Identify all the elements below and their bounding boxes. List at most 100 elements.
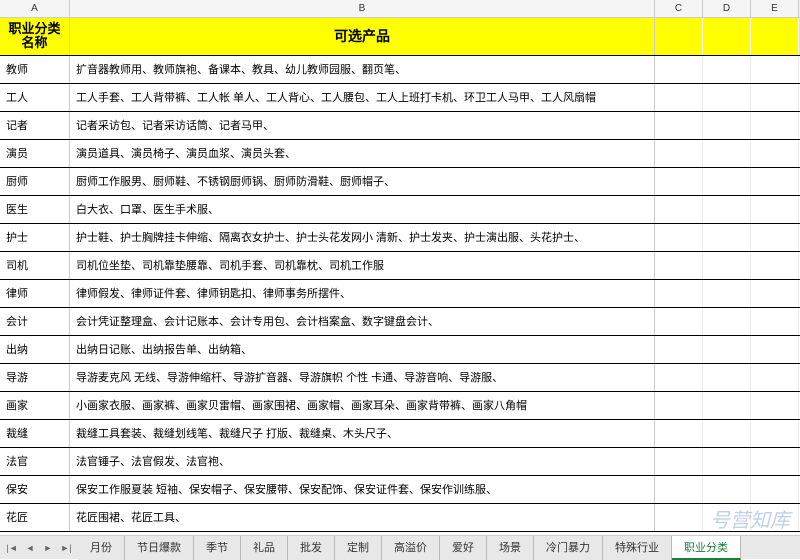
empty-cell[interactable] [655, 140, 703, 167]
category-cell[interactable]: 医生 [0, 196, 70, 223]
sheet-tab[interactable]: 职业分类 [672, 536, 741, 560]
category-cell[interactable]: 记者 [0, 112, 70, 139]
products-cell[interactable]: 司机位坐垫、司机靠垫腰靠、司机手套、司机靠枕、司机工作服 [70, 252, 655, 279]
tab-last-icon[interactable]: ►| [58, 540, 74, 556]
empty-cell[interactable] [751, 168, 799, 195]
empty-cell[interactable] [751, 420, 799, 447]
col-header-c[interactable]: C [655, 0, 703, 17]
empty-cell[interactable] [655, 392, 703, 419]
empty-cell[interactable] [751, 448, 799, 475]
header-category[interactable]: 职业分类名称 [0, 18, 70, 55]
col-header-e[interactable]: E [751, 0, 799, 17]
col-header-a[interactable]: A [0, 0, 70, 17]
empty-cell[interactable] [655, 18, 703, 55]
sheet-tab[interactable]: 批发 [288, 536, 335, 560]
empty-cell[interactable] [703, 420, 751, 447]
category-cell[interactable]: 会计 [0, 308, 70, 335]
category-cell[interactable]: 保安 [0, 476, 70, 503]
sheet-tab[interactable]: 季节 [194, 536, 241, 560]
sheet-tab[interactable]: 爱好 [440, 536, 487, 560]
category-cell[interactable]: 演员 [0, 140, 70, 167]
empty-cell[interactable] [703, 448, 751, 475]
empty-cell[interactable] [751, 392, 799, 419]
category-cell[interactable]: 工人 [0, 84, 70, 111]
empty-cell[interactable] [703, 336, 751, 363]
products-cell[interactable]: 出纳日记账、出纳报告单、出纳箱、 [70, 336, 655, 363]
category-cell[interactable]: 画家 [0, 392, 70, 419]
empty-cell[interactable] [703, 196, 751, 223]
category-cell[interactable]: 司机 [0, 252, 70, 279]
tab-prev-icon[interactable]: ◄ [22, 540, 38, 556]
empty-cell[interactable] [703, 252, 751, 279]
products-cell[interactable]: 扩音器教师用、教师旗袍、备课本、教具、幼儿教师园服、翻页笔、 [70, 56, 655, 83]
empty-cell[interactable] [751, 140, 799, 167]
empty-cell[interactable] [703, 476, 751, 503]
empty-cell[interactable] [703, 504, 751, 531]
empty-cell[interactable] [751, 84, 799, 111]
category-cell[interactable]: 花匠 [0, 504, 70, 531]
empty-cell[interactable] [703, 84, 751, 111]
empty-cell[interactable] [751, 56, 799, 83]
empty-cell[interactable] [703, 392, 751, 419]
products-cell[interactable]: 工人手套、工人背带裤、工人帐 单人、工人背心、工人腰包、工人上班打卡机、环卫工人… [70, 84, 655, 111]
category-cell[interactable]: 法官 [0, 448, 70, 475]
products-cell[interactable]: 律师假发、律师证件套、律师钥匙扣、律师事务所摆件、 [70, 280, 655, 307]
products-cell[interactable]: 花匠围裙、花匠工具、 [70, 504, 655, 531]
empty-cell[interactable] [655, 336, 703, 363]
products-cell[interactable]: 白大衣、口罩、医生手术服、 [70, 196, 655, 223]
empty-cell[interactable] [703, 56, 751, 83]
empty-cell[interactable] [751, 196, 799, 223]
products-cell[interactable]: 记者采访包、记者采访话筒、记者马甲、 [70, 112, 655, 139]
empty-cell[interactable] [751, 308, 799, 335]
empty-cell[interactable] [703, 280, 751, 307]
empty-cell[interactable] [655, 504, 703, 531]
sheet-tab[interactable]: 定制 [335, 536, 382, 560]
sheet-tab[interactable]: 高溢价 [382, 536, 440, 560]
empty-cell[interactable] [751, 224, 799, 251]
empty-cell[interactable] [655, 168, 703, 195]
empty-cell[interactable] [751, 280, 799, 307]
empty-cell[interactable] [655, 84, 703, 111]
empty-cell[interactable] [751, 112, 799, 139]
empty-cell[interactable] [655, 280, 703, 307]
products-cell[interactable]: 保安工作服夏装 短袖、保安帽子、保安腰带、保安配饰、保安证件套、保安作训练服、 [70, 476, 655, 503]
header-products[interactable]: 可选产品 [70, 18, 655, 55]
empty-cell[interactable] [655, 112, 703, 139]
empty-cell[interactable] [655, 56, 703, 83]
category-cell[interactable]: 出纳 [0, 336, 70, 363]
empty-cell[interactable] [655, 196, 703, 223]
empty-cell[interactable] [703, 224, 751, 251]
sheet-tab[interactable]: 礼品 [241, 536, 288, 560]
col-header-d[interactable]: D [703, 0, 751, 17]
products-cell[interactable]: 小画家衣服、画家裤、画家贝雷帽、画家围裙、画家帽、画家耳朵、画家背带裤、画家八角… [70, 392, 655, 419]
products-cell[interactable]: 法官锤子、法官假发、法官袍、 [70, 448, 655, 475]
sheet-tab[interactable]: 月份 [78, 536, 125, 560]
empty-cell[interactable] [703, 112, 751, 139]
empty-cell[interactable] [751, 364, 799, 391]
sheet-tab[interactable]: 节日爆款 [125, 536, 194, 560]
empty-cell[interactable] [751, 18, 799, 55]
tab-next-icon[interactable]: ► [40, 540, 56, 556]
empty-cell[interactable] [655, 364, 703, 391]
sheet-tab[interactable]: 特殊行业 [603, 536, 672, 560]
empty-cell[interactable] [751, 504, 799, 531]
products-cell[interactable]: 厨师工作服男、厨师鞋、不锈钢厨师锅、厨师防滑鞋、厨师帽子、 [70, 168, 655, 195]
empty-cell[interactable] [703, 308, 751, 335]
tab-first-icon[interactable]: |◄ [4, 540, 20, 556]
category-cell[interactable]: 教师 [0, 56, 70, 83]
products-cell[interactable]: 会计凭证整理盒、会计记账本、会计专用包、会计档案盒、数字键盘会计、 [70, 308, 655, 335]
empty-cell[interactable] [655, 252, 703, 279]
sheet-tab[interactable]: 冷门暴力 [534, 536, 603, 560]
empty-cell[interactable] [751, 252, 799, 279]
category-cell[interactable]: 导游 [0, 364, 70, 391]
category-cell[interactable]: 裁缝 [0, 420, 70, 447]
empty-cell[interactable] [703, 140, 751, 167]
category-cell[interactable]: 律师 [0, 280, 70, 307]
empty-cell[interactable] [655, 420, 703, 447]
col-header-b[interactable]: B [70, 0, 655, 17]
products-cell[interactable]: 导游麦克风 无线、导游伸缩杆、导游扩音器、导游旗帜 个性 卡通、导游音响、导游服… [70, 364, 655, 391]
category-cell[interactable]: 护士 [0, 224, 70, 251]
products-cell[interactable]: 护士鞋、护士胸牌挂卡伸缩、隔离衣女护士、护士头花发网小 清新、护士发夹、护士演出… [70, 224, 655, 251]
empty-cell[interactable] [655, 224, 703, 251]
empty-cell[interactable] [655, 448, 703, 475]
